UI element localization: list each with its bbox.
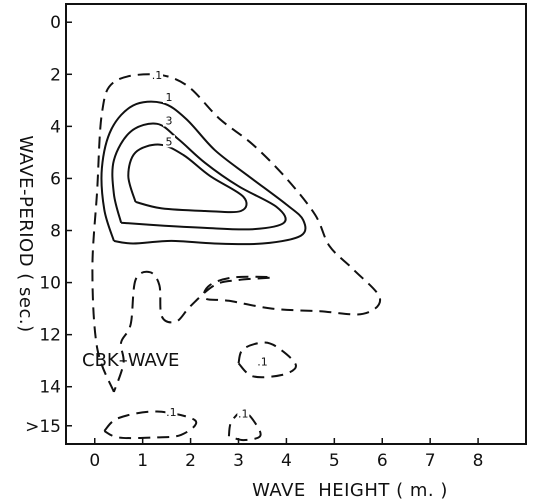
y-axis-title: WAVE-PERIOD ( sec.) [15, 135, 36, 332]
contour-label: 5 [166, 135, 173, 148]
contour-label-mask [163, 135, 176, 148]
x-tick-label: 8 [473, 451, 484, 471]
y-tick-label: 4 [50, 117, 61, 137]
contour-label-mask [256, 355, 269, 368]
y-tick-label: 8 [50, 222, 61, 242]
contour-label-mask [163, 91, 176, 104]
x-tick-label: 6 [377, 451, 388, 471]
x-tick-label: 5 [329, 451, 340, 471]
contour-label: .1 [238, 407, 249, 420]
x-tick-label: 2 [185, 451, 196, 471]
contour-label-mask [151, 68, 164, 81]
contour-label: .1 [152, 69, 163, 82]
y-tick-label: >15 [25, 417, 61, 437]
contour-label-mask [163, 114, 176, 127]
contour-line-1-1 [100, 100, 307, 246]
x-tick-label: 0 [89, 451, 100, 471]
contour-line-0_1-0 [91, 73, 382, 393]
x-axis-title: WAVE HEIGHT ( m. ) [252, 480, 448, 501]
contour-line-3-2 [111, 122, 287, 231]
y-tick-label: 12 [39, 326, 61, 346]
contour-line-0_1-5 [103, 410, 198, 440]
y-tick-label: 6 [50, 169, 61, 189]
x-tick-label: 4 [281, 451, 292, 471]
plot-frame [65, 3, 527, 445]
contour-lines [91, 73, 382, 442]
contour-line-5-3 [127, 143, 248, 214]
contour-label: .1 [257, 355, 268, 368]
contour-label: .1 [166, 406, 177, 419]
y-tick-label: 14 [39, 378, 61, 398]
contour-label: 3 [166, 114, 173, 127]
y-tick-label: 0 [50, 13, 61, 33]
contour-line-0_1-6 [227, 410, 262, 442]
contour-label: 1 [166, 91, 173, 104]
x-tick-label: 7 [425, 451, 436, 471]
y-tick-label: 10 [39, 274, 61, 294]
y-tick-label: 2 [50, 65, 61, 85]
contour-line-0_1-4 [237, 341, 297, 379]
contour-label-mask [237, 407, 250, 420]
x-tick-label: 3 [233, 451, 244, 471]
chart-annotation: CBK–WAVE [82, 350, 179, 371]
contour-label-mask [165, 406, 178, 419]
x-tick-label: 1 [137, 451, 148, 471]
